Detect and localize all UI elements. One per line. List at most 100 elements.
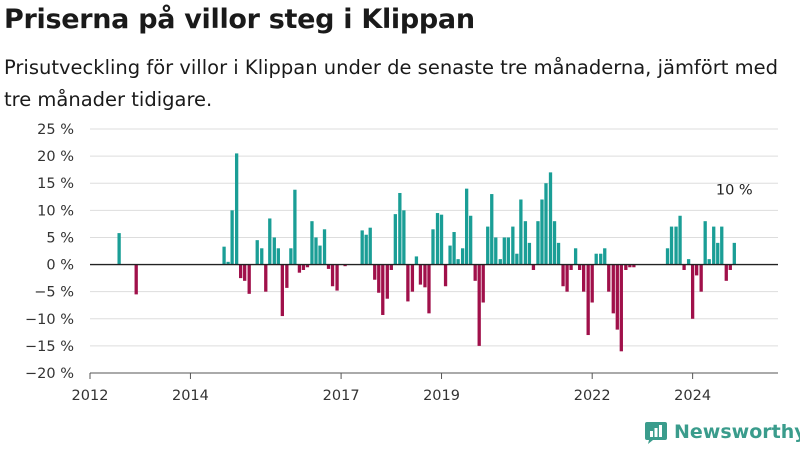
- bar: [314, 237, 318, 265]
- bar: [686, 259, 691, 265]
- chart-subtitle: Prisutveckling för villor i Klippan unde…: [4, 56, 778, 111]
- bar: [690, 264, 695, 319]
- bar: [406, 264, 410, 302]
- bar: [460, 248, 465, 265]
- bar: [565, 264, 569, 292]
- bar: [561, 264, 565, 287]
- bar: [728, 264, 732, 270]
- bar: [481, 264, 485, 303]
- bar: [414, 256, 419, 265]
- bar: [343, 264, 347, 267]
- bar: [276, 248, 280, 265]
- bar: [519, 199, 523, 265]
- bar: [326, 264, 331, 269]
- bar: [569, 264, 573, 270]
- bar: [531, 264, 536, 270]
- bar: [435, 213, 440, 265]
- bar: [707, 259, 711, 265]
- bar: [556, 242, 561, 265]
- bar: [423, 264, 427, 288]
- bar: [402, 210, 406, 265]
- bar: [682, 264, 686, 270]
- bar: [431, 229, 435, 265]
- bar: [577, 264, 582, 270]
- bar: [310, 221, 314, 265]
- bar: [494, 237, 498, 265]
- bar: [511, 226, 515, 265]
- bar: [573, 248, 578, 265]
- bar: [712, 226, 716, 265]
- bar: [694, 264, 699, 276]
- chart-title: Priserna på villor steg i Klippan: [4, 4, 475, 35]
- bar: [335, 264, 339, 291]
- bar: [527, 242, 532, 265]
- bar: [377, 264, 381, 293]
- bar: [385, 264, 389, 299]
- bar: [364, 234, 368, 265]
- bar: [272, 237, 276, 265]
- bar: [230, 210, 234, 265]
- last-value-label: 10 %: [716, 182, 753, 198]
- bar: [297, 264, 302, 273]
- y-tick-label: 5 %: [46, 230, 74, 246]
- bar: [360, 230, 364, 265]
- x-tick-label: 2024: [674, 388, 711, 404]
- newsworthy-logo-icon: [645, 422, 667, 444]
- bar: [255, 240, 259, 265]
- bar: [439, 214, 444, 265]
- y-tick-label: 10 %: [37, 203, 74, 219]
- bar: [117, 233, 121, 265]
- bar: [603, 248, 607, 265]
- y-tick-label: −10 %: [25, 312, 74, 328]
- bar: [234, 153, 239, 265]
- bar: [628, 264, 632, 268]
- bar: [247, 264, 251, 294]
- bar: [552, 221, 557, 265]
- y-tick-label: −15 %: [25, 339, 74, 355]
- bar: [381, 264, 385, 315]
- brand-name: Newsworthy: [674, 421, 800, 443]
- bar: [469, 215, 473, 265]
- y-tick-label: 0 %: [46, 258, 74, 274]
- bar: [305, 264, 310, 268]
- x-tick-label: 2014: [172, 388, 209, 404]
- bar: [393, 214, 397, 265]
- bar: [260, 248, 264, 265]
- bar: [285, 264, 289, 288]
- bar: [464, 188, 469, 265]
- bar: [669, 226, 674, 265]
- y-tick-label: −20 %: [25, 366, 74, 382]
- bar: [389, 264, 393, 270]
- bar: [448, 245, 452, 265]
- bar: [611, 264, 615, 314]
- x-tick-label: 2022: [574, 388, 611, 404]
- bar: [674, 226, 678, 265]
- bar: [373, 264, 377, 280]
- bar: [599, 253, 603, 265]
- x-tick-label: 2019: [423, 388, 460, 404]
- bar: [607, 264, 611, 292]
- bar: [582, 264, 586, 292]
- bar: [720, 226, 724, 265]
- bar: [716, 242, 720, 265]
- bar: [544, 183, 548, 265]
- y-tick-label: −5 %: [34, 285, 74, 301]
- bar: [268, 218, 272, 265]
- bar: [318, 245, 322, 265]
- bar: [222, 246, 226, 265]
- bar: [410, 264, 415, 292]
- bar: [594, 253, 598, 265]
- x-tick-label: 2017: [323, 388, 360, 404]
- bar: [515, 253, 519, 265]
- x-tick-label: 2012: [72, 388, 109, 404]
- bar: [665, 248, 670, 265]
- y-tick-label: 20 %: [37, 149, 74, 165]
- bar: [502, 237, 506, 265]
- bar: [330, 264, 335, 287]
- bar: [134, 264, 138, 295]
- y-tick-label: 15 %: [37, 176, 74, 192]
- bar: [477, 264, 481, 346]
- bar: [490, 194, 494, 265]
- bar: [243, 264, 247, 281]
- bar: [456, 259, 460, 265]
